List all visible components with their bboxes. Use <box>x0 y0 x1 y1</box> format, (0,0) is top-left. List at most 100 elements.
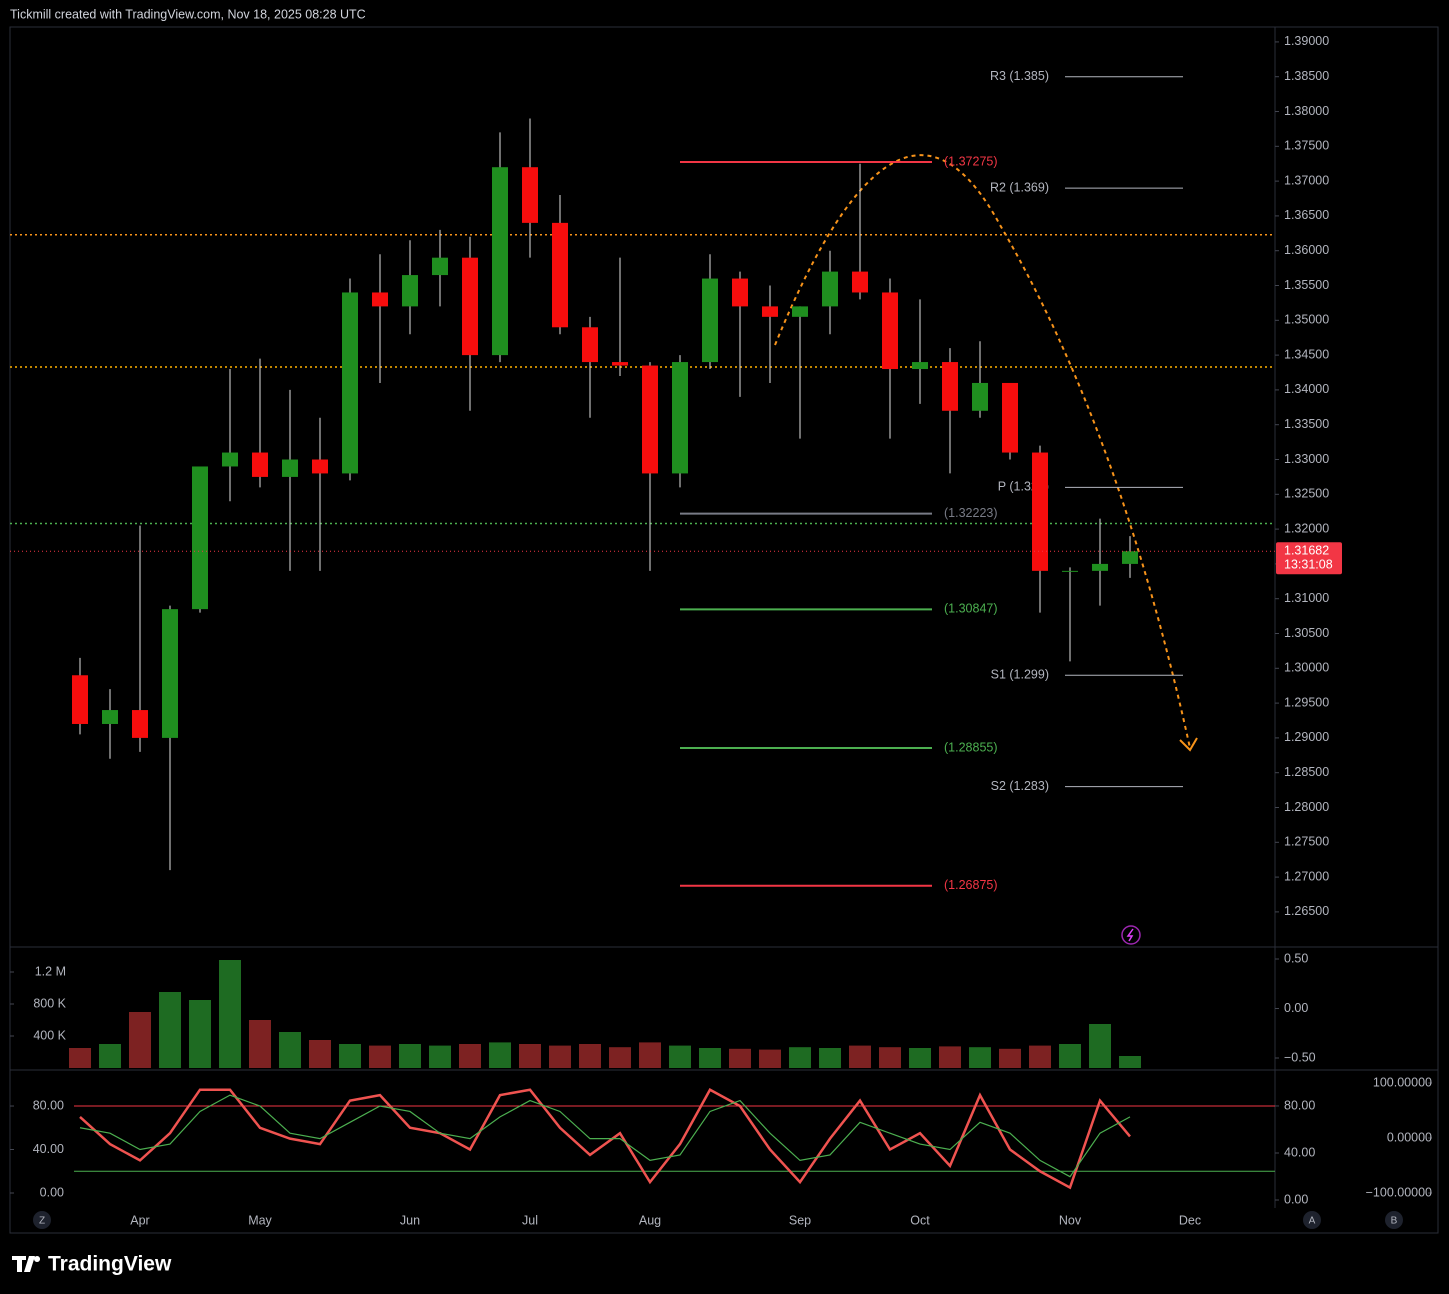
volume-bar <box>399 1044 421 1068</box>
brand-logo <box>12 1256 41 1272</box>
alert-icon[interactable] <box>1121 925 1141 945</box>
volume-bar <box>309 1040 331 1068</box>
candle-body <box>762 306 778 317</box>
y-tick-label: 1.27000 <box>1284 869 1329 883</box>
y-tick-label: 1.35500 <box>1284 278 1329 292</box>
button-bg[interactable] <box>1303 1211 1321 1229</box>
volume-bar <box>999 1048 1021 1068</box>
volume-bar <box>369 1045 391 1068</box>
last-price-tag <box>1276 542 1342 575</box>
y-tick-label: 1.29000 <box>1284 730 1329 744</box>
candle-body <box>492 167 508 356</box>
y-tick-label: 1.37000 <box>1284 173 1329 187</box>
candle-body <box>162 609 178 738</box>
last-price-label: 1.31682 <box>1284 544 1329 558</box>
button-label[interactable]: B <box>1391 1216 1398 1227</box>
y-tick-label: 1.34500 <box>1284 347 1329 361</box>
x-tick-label: Aug <box>639 1213 661 1227</box>
y-tick-label: 1.2 M <box>35 964 66 978</box>
candle-body <box>402 275 418 307</box>
volume-bar <box>1029 1045 1051 1068</box>
x-tick-label: Dec <box>1179 1213 1201 1227</box>
candle-body <box>642 365 658 474</box>
y2-tick-label: −0.50 <box>1284 1050 1316 1064</box>
y2-tick-label: 40.00 <box>1284 1145 1315 1159</box>
y-tick-label: 400 K <box>33 1028 66 1042</box>
y-tick-label: 1.39000 <box>1284 34 1329 48</box>
y-tick-label: 0.00 <box>40 1185 64 1199</box>
y-tick-label: 1.36000 <box>1284 243 1329 257</box>
candle-body <box>1002 382 1018 453</box>
x-tick-label: Jul <box>522 1213 538 1227</box>
volume-bar <box>969 1047 991 1068</box>
y-tick-label: 1.35000 <box>1284 313 1329 327</box>
y-tick-label: 1.37500 <box>1284 139 1329 153</box>
volume-bar <box>1059 1044 1081 1068</box>
y2-tick-label: 0.00 <box>1284 1001 1308 1015</box>
button-bg[interactable] <box>1385 1211 1403 1229</box>
volume-bar <box>339 1044 361 1068</box>
y-tick-label: 1.28500 <box>1284 765 1329 779</box>
button-bg[interactable] <box>33 1211 51 1229</box>
y2-tick-label: 0.00 <box>1284 1192 1308 1206</box>
button-label[interactable]: Z <box>39 1216 45 1227</box>
candle-body <box>222 452 238 467</box>
y3-tick-label: −100.00000 <box>1366 1185 1432 1199</box>
y2-tick-label: 0.50 <box>1284 951 1308 965</box>
candle-body <box>132 710 148 738</box>
y-tick-label: 1.38000 <box>1284 104 1329 118</box>
candle-body <box>882 292 898 370</box>
volume-bar <box>849 1045 871 1068</box>
volume-bar <box>489 1042 511 1068</box>
candle-body <box>912 362 928 370</box>
fib-level-label: (1.26875) <box>944 878 998 892</box>
volume-bar <box>279 1032 301 1068</box>
volume-bar <box>519 1044 541 1068</box>
y-tick-label: 1.30000 <box>1284 661 1329 675</box>
candle-body <box>1122 551 1138 564</box>
y-tick-label: 1.33500 <box>1284 417 1329 431</box>
candle-body <box>972 382 988 411</box>
fib-level-label: (1.30847) <box>944 602 998 616</box>
volume-bar <box>729 1048 751 1068</box>
volume-bar <box>429 1045 451 1068</box>
volume-bar <box>939 1046 961 1068</box>
y-tick-label: 1.26500 <box>1284 904 1329 918</box>
candle-body <box>792 306 808 317</box>
volume-bar <box>69 1048 91 1068</box>
volume-bar <box>759 1049 781 1068</box>
volume-bar <box>129 1012 151 1068</box>
candle-body <box>432 257 448 276</box>
fib-level-label: (1.28855) <box>944 740 998 754</box>
volume-bar <box>669 1045 691 1068</box>
volume-bar <box>579 1044 601 1068</box>
osc-line <box>79 1094 1131 1178</box>
y-tick-label: 1.27500 <box>1284 835 1329 849</box>
alert-icon-bolt <box>1126 928 1134 942</box>
volume-bar <box>249 1020 271 1068</box>
volume-bar <box>549 1045 571 1068</box>
x-tick-label: May <box>248 1213 272 1227</box>
candle-body <box>192 466 208 610</box>
candle-body <box>822 271 838 307</box>
y-tick-label: 1.38500 <box>1284 69 1329 83</box>
y2-tick-label: 80.00 <box>1284 1098 1315 1112</box>
candle-body <box>252 452 268 477</box>
candle-body <box>312 459 328 474</box>
countdown-label: 13:31:08 <box>1284 558 1333 572</box>
volume-bar <box>159 992 181 1068</box>
x-tick-label: Jun <box>400 1213 420 1227</box>
volume-bar <box>699 1048 721 1068</box>
volume-bar <box>189 1000 211 1068</box>
candle-body <box>462 257 478 356</box>
volume-bar <box>459 1044 481 1068</box>
candle-body <box>612 362 628 366</box>
x-tick-label: Oct <box>910 1213 930 1227</box>
candle-body <box>102 710 118 724</box>
y-tick-label: 1.36500 <box>1284 208 1329 222</box>
candle-body <box>72 675 88 724</box>
button-label[interactable]: A <box>1309 1216 1316 1227</box>
candle-body <box>702 278 718 363</box>
